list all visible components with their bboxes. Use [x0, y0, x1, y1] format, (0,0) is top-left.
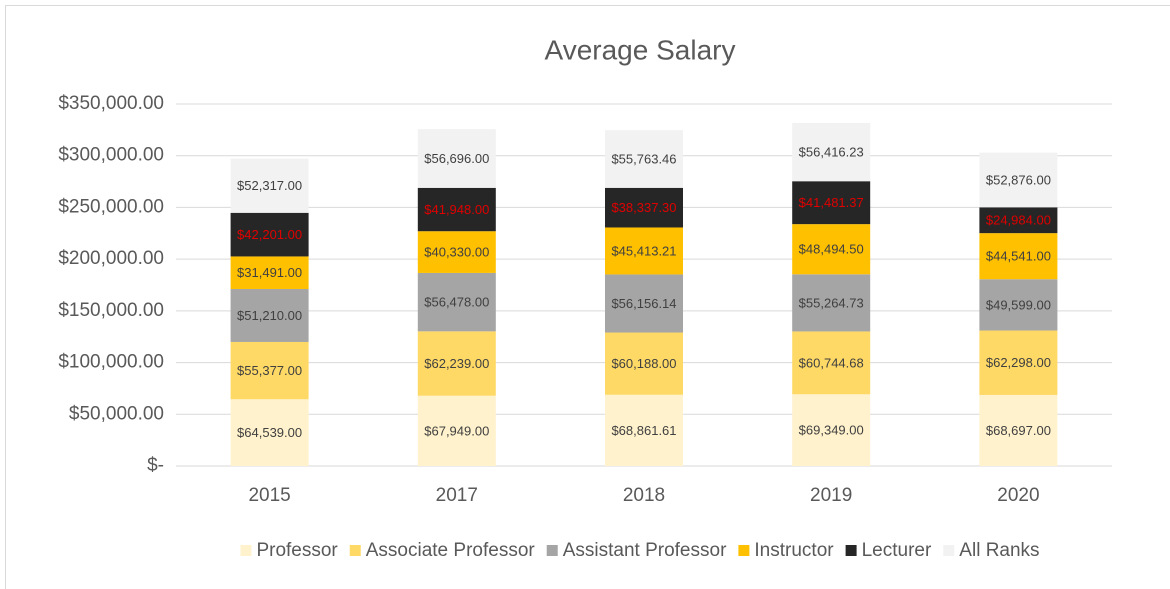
legend-label: Lecturer	[862, 540, 932, 561]
bar-segment	[417, 231, 496, 273]
data-label: $55,264.73	[799, 295, 864, 310]
data-label: $41,481.37	[799, 195, 864, 210]
x-tick-label: 2015	[248, 485, 290, 506]
y-tick-label: $350,000.00	[58, 93, 164, 114]
bar-segment	[979, 394, 1058, 466]
data-label: $55,377.00	[237, 363, 302, 378]
x-tick-label: 2017	[436, 485, 478, 506]
legend-swatch	[738, 545, 750, 556]
bar-segment	[605, 394, 683, 466]
data-label: $60,188.00	[611, 356, 676, 371]
data-label: $31,491.00	[237, 265, 302, 280]
bar-segment	[417, 272, 496, 332]
data-label: $56,416.23	[799, 144, 864, 159]
bar-segment	[417, 331, 496, 396]
y-tick-label: $100,000.00	[58, 352, 164, 373]
data-label: $69,349.00	[799, 423, 864, 438]
bar-segment	[417, 395, 496, 466]
legend-swatch	[845, 545, 857, 556]
y-tick-label: $250,000.00	[58, 196, 164, 217]
legend-swatch	[943, 545, 955, 556]
legend-swatch	[349, 545, 361, 556]
bar-segment	[605, 187, 683, 228]
data-label: $48,494.50	[799, 242, 864, 257]
data-label: $52,317.00	[237, 178, 302, 193]
data-label: $44,541.00	[986, 249, 1051, 264]
legend-label: Professor	[256, 540, 338, 561]
bar-segment	[230, 289, 309, 342]
y-tick-label: $300,000.00	[58, 145, 164, 166]
y-tick-label: $200,000.00	[58, 248, 164, 269]
bar-segment	[417, 129, 496, 188]
data-label: $56,696.00	[424, 151, 489, 166]
bar-segment	[230, 256, 309, 290]
data-label: $51,210.00	[237, 308, 302, 323]
data-label: $56,156.14	[611, 296, 676, 311]
data-label: $41,948.00	[424, 202, 489, 217]
bar-segment	[792, 181, 871, 225]
bar-segment	[605, 274, 683, 333]
bar-segment	[792, 224, 871, 275]
bar-segment	[792, 331, 871, 395]
bar-segment	[230, 399, 309, 466]
legend-label: Instructor	[754, 540, 834, 561]
y-tick-label: $-	[147, 455, 164, 476]
bar-segment	[792, 122, 871, 182]
data-label: $67,949.00	[424, 423, 489, 438]
bar-segment	[605, 130, 683, 188]
data-label: $49,599.00	[986, 297, 1051, 312]
bar-segment	[979, 233, 1058, 280]
data-label: $40,330.00	[424, 245, 489, 260]
bar-segment	[605, 332, 683, 395]
bar-segment	[230, 212, 309, 257]
data-label: $45,413.21	[611, 243, 676, 258]
data-label: $62,239.00	[424, 356, 489, 371]
legend-label: All Ranks	[959, 540, 1039, 561]
x-tick-label: 2020	[997, 485, 1039, 506]
bar-segment	[979, 330, 1058, 395]
bar-segment	[792, 394, 871, 466]
chart-frame	[5, 5, 1170, 589]
data-label: $52,876.00	[986, 172, 1051, 187]
data-label: $64,539.00	[237, 425, 302, 440]
x-tick-label: 2019	[810, 485, 852, 506]
legend-label: Assistant Professor	[563, 540, 727, 561]
bar-segment	[979, 207, 1058, 234]
bar-segment	[792, 274, 871, 332]
data-label: $24,984.00	[986, 213, 1051, 228]
data-label: $56,478.00	[424, 295, 489, 310]
data-label: $42,201.00	[237, 227, 302, 242]
y-tick-label: $150,000.00	[58, 300, 164, 321]
legend-swatch	[240, 545, 252, 556]
bar-segment	[230, 158, 309, 213]
data-label: $62,298.00	[986, 355, 1051, 370]
data-label: $38,337.30	[611, 200, 676, 215]
bar-segment	[979, 279, 1058, 331]
bar-segment	[230, 341, 309, 400]
bar-segment	[605, 227, 683, 275]
chart-title: Average Salary	[545, 34, 736, 65]
legend-swatch	[546, 545, 558, 556]
data-label: $68,697.00	[986, 423, 1051, 438]
data-label: $60,744.68	[799, 355, 864, 370]
bar-segment	[417, 187, 496, 232]
data-label: $68,861.61	[611, 423, 676, 438]
y-tick-label: $50,000.00	[69, 403, 164, 424]
legend-label: Associate Professor	[366, 540, 536, 561]
data-label: $55,763.46	[611, 151, 676, 166]
x-tick-label: 2018	[623, 485, 665, 506]
bar-segment	[979, 152, 1058, 208]
